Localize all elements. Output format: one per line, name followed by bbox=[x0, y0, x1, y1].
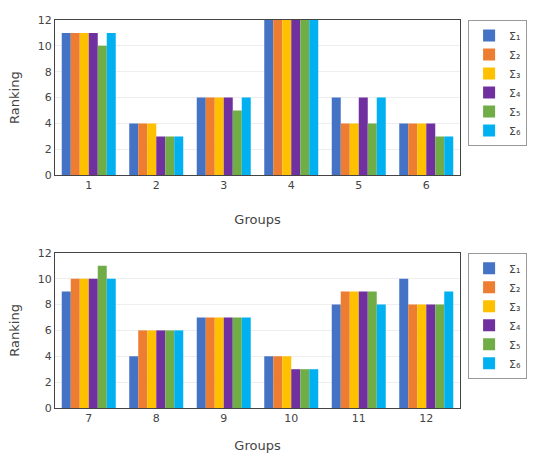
svg-text:Σ₅: Σ₅ bbox=[509, 339, 520, 352]
svg-text:8: 8 bbox=[45, 66, 52, 79]
svg-text:Σ₂: Σ₂ bbox=[509, 282, 520, 295]
svg-text:11: 11 bbox=[352, 412, 366, 425]
svg-text:Σ₁: Σ₁ bbox=[509, 263, 520, 276]
svg-text:Groups: Groups bbox=[234, 212, 281, 227]
svg-text:Ranking: Ranking bbox=[7, 304, 22, 357]
svg-text:2: 2 bbox=[45, 376, 52, 389]
svg-text:4: 4 bbox=[45, 117, 52, 130]
svg-text:Σ₂: Σ₂ bbox=[509, 49, 520, 62]
svg-text:7: 7 bbox=[85, 412, 92, 425]
svg-text:Σ₃: Σ₃ bbox=[509, 68, 520, 81]
svg-text:9: 9 bbox=[220, 412, 227, 425]
svg-text:4: 4 bbox=[45, 350, 52, 363]
svg-text:12: 12 bbox=[419, 412, 433, 425]
svg-text:5: 5 bbox=[355, 179, 362, 192]
svg-text:3: 3 bbox=[220, 179, 227, 192]
svg-text:Ranking: Ranking bbox=[7, 71, 22, 124]
svg-text:10: 10 bbox=[38, 40, 52, 53]
svg-text:Σ₄: Σ₄ bbox=[509, 87, 521, 100]
svg-text:Σ₆: Σ₆ bbox=[509, 125, 521, 138]
svg-text:6: 6 bbox=[45, 91, 52, 104]
svg-text:Σ₄: Σ₄ bbox=[509, 320, 521, 333]
svg-text:6: 6 bbox=[423, 179, 430, 192]
svg-text:Σ₆: Σ₆ bbox=[509, 358, 521, 371]
svg-text:10: 10 bbox=[38, 273, 52, 286]
svg-text:12: 12 bbox=[38, 247, 52, 260]
svg-text:10: 10 bbox=[284, 412, 298, 425]
svg-text:12: 12 bbox=[38, 14, 52, 27]
svg-text:Σ₁: Σ₁ bbox=[509, 30, 520, 43]
svg-text:2: 2 bbox=[153, 179, 160, 192]
svg-text:Σ₃: Σ₃ bbox=[509, 301, 520, 314]
svg-text:Σ₅: Σ₅ bbox=[509, 106, 520, 119]
svg-text:1: 1 bbox=[85, 179, 92, 192]
svg-text:2: 2 bbox=[45, 143, 52, 156]
svg-text:4: 4 bbox=[288, 179, 295, 192]
svg-text:Groups: Groups bbox=[234, 438, 281, 453]
svg-text:8: 8 bbox=[45, 298, 52, 311]
svg-text:0: 0 bbox=[45, 402, 52, 415]
svg-text:6: 6 bbox=[45, 324, 52, 337]
svg-text:0: 0 bbox=[45, 169, 52, 182]
svg-text:8: 8 bbox=[153, 412, 160, 425]
